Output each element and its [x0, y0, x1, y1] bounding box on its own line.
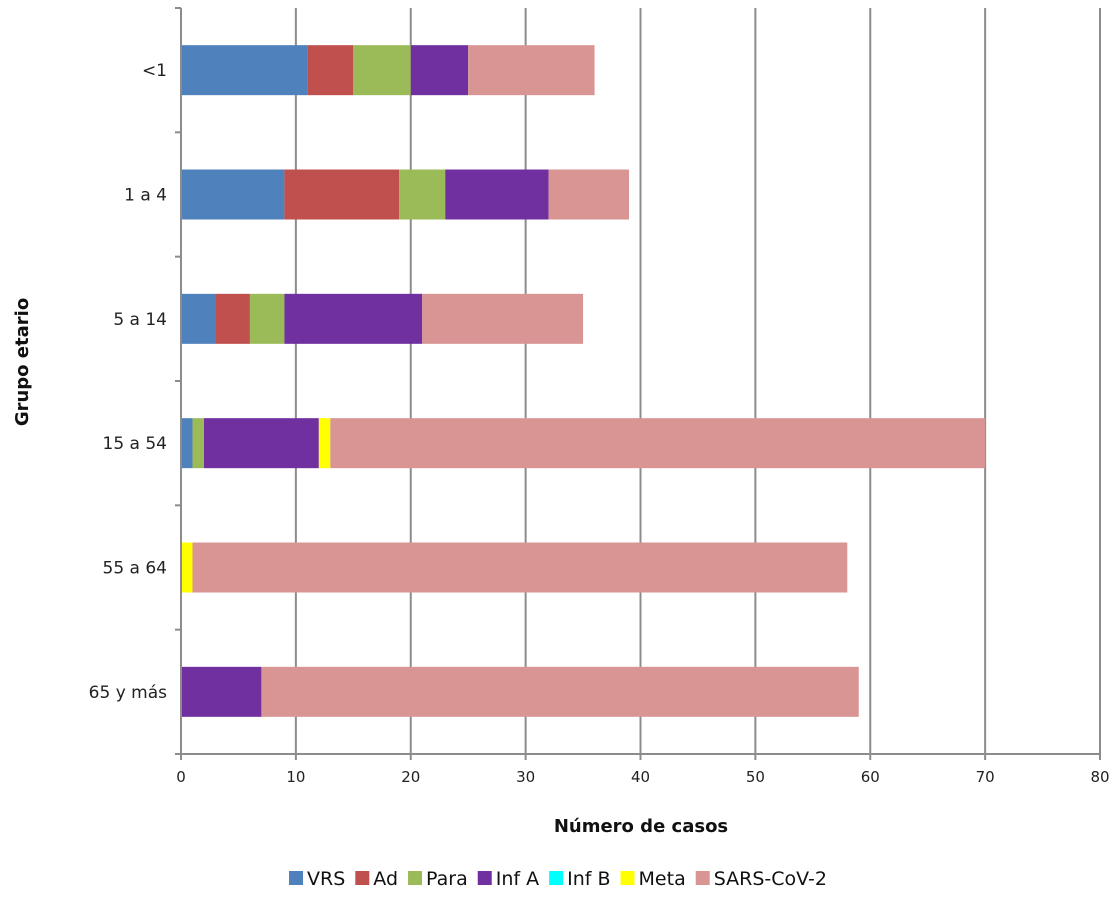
bar-segment: [284, 169, 400, 220]
bar-segment: [284, 293, 423, 344]
bar-segment: [181, 418, 193, 469]
y-tick-label: 65 y más: [89, 683, 167, 703]
x-tick-label: 40: [631, 768, 650, 786]
bar-segment: [353, 45, 411, 96]
legend-label: Inf A: [496, 868, 539, 890]
bar-segment: [399, 169, 446, 220]
y-axis-title: Grupo etario: [12, 298, 33, 426]
x-tick-label: 30: [516, 768, 535, 786]
legend-swatch: [355, 871, 370, 885]
y-tick-label: 5 a 14: [113, 310, 167, 330]
legend-swatch: [695, 871, 710, 885]
bar-segment: [192, 418, 204, 469]
legend-label: Meta: [639, 868, 686, 890]
x-tick-label: 0: [176, 768, 186, 786]
bar-segment: [181, 666, 262, 717]
bar-segment: [181, 169, 285, 220]
y-tick-label: 55 a 64: [103, 559, 168, 579]
bars: [181, 45, 986, 717]
legend-label: Inf B: [567, 868, 610, 890]
x-tick-label: 70: [976, 768, 995, 786]
y-tick-label: 15 a 54: [103, 434, 168, 454]
legend-label: SARS-CoV-2: [714, 868, 827, 890]
y-tick-label: 1 a 4: [124, 186, 167, 206]
x-tick-label: 10: [286, 768, 305, 786]
bar-segment: [468, 45, 595, 96]
legend-swatch: [620, 871, 635, 885]
legend-swatch: [408, 871, 423, 885]
x-tick-label: 60: [861, 768, 880, 786]
bar-segment: [203, 418, 319, 469]
x-tick-label: 80: [1090, 768, 1109, 786]
bar-segment: [181, 542, 193, 593]
y-tick-labels: <1 1 a 4 5 a 14 15 a 54 55 a 64 65 y más: [89, 61, 167, 703]
legend-label: Ad: [373, 868, 398, 890]
legend-swatch: [477, 871, 492, 885]
bar-segment: [261, 666, 859, 717]
legend-label: VRS: [307, 868, 345, 890]
bar-segment: [318, 418, 331, 469]
bar-segment: [410, 45, 469, 96]
bar-segment: [307, 45, 354, 96]
bar-segment: [181, 45, 308, 96]
gridlines: [294, 8, 1101, 754]
axes: [175, 7, 1101, 760]
legend-label: Para: [426, 868, 468, 890]
bar-segment: [548, 169, 630, 220]
legend-swatch: [549, 871, 564, 885]
bar-segment: [330, 418, 986, 469]
bar-segment: [192, 542, 848, 593]
legend: VRS Ad Para Inf A Inf B Meta SARS-CoV-2: [289, 868, 827, 890]
bar-segment: [445, 169, 549, 220]
legend-swatch: [289, 871, 304, 885]
bar-segment: [215, 293, 250, 344]
x-tick-label: 20: [401, 768, 420, 786]
x-axis-title: Número de casos: [554, 816, 728, 837]
x-tick-labels: 0 10 20 30 40 50 60 70 80: [176, 768, 1109, 786]
bar-segment: [181, 293, 216, 344]
bar-segment: [422, 293, 584, 344]
y-tick-label: <1: [142, 61, 167, 81]
bar-segment: [249, 293, 285, 344]
x-tick-label: 50: [746, 768, 765, 786]
